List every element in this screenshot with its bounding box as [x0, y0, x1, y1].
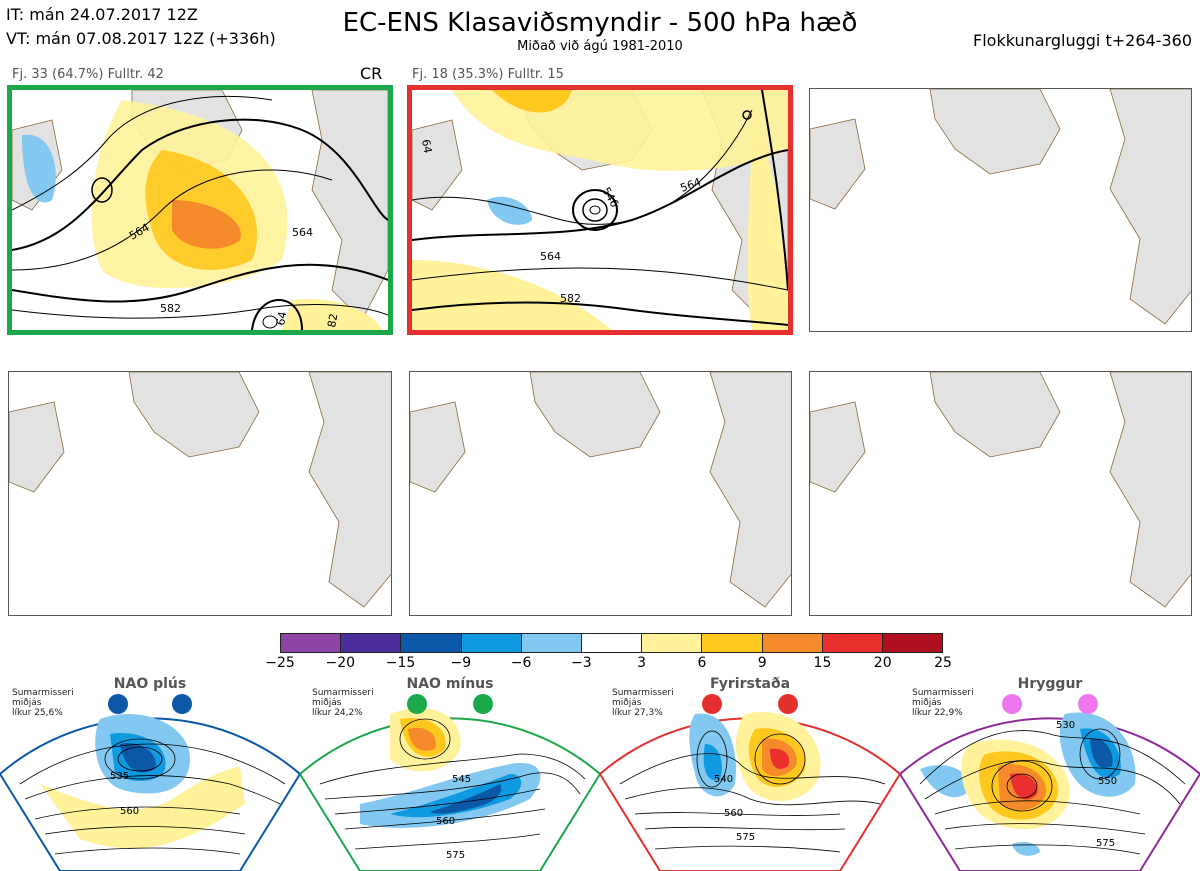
- season-label-2: miðjás: [912, 698, 942, 708]
- cluster-map-6: [809, 371, 1192, 616]
- valid-time-label: VT: mán 07.08.2017 12Z (+336h): [6, 29, 276, 48]
- contour-label: 545: [452, 774, 471, 785]
- contour-label: 82: [325, 312, 340, 328]
- regime-season: Sumarmisseri miðjás líkur 22,9%: [912, 688, 974, 718]
- contour-label: 582: [160, 302, 181, 315]
- contour-label: 560: [724, 808, 743, 819]
- season-label: Sumarmisseri: [12, 688, 74, 698]
- colorbar-swatch: [762, 634, 823, 652]
- colorbar-tick-label: −9: [450, 655, 472, 671]
- cluster-map-3: [809, 88, 1192, 332]
- season-label: Sumarmisseri: [912, 688, 974, 698]
- regime-nao-minus: 545 560 575 NAO mínus Sumarmisseri miðjá…: [300, 674, 600, 871]
- regime-title: Hryggur: [1017, 676, 1083, 692]
- page-subtitle: Miðað við ágú 1981-2010: [517, 39, 683, 54]
- contour-label: 564: [540, 250, 561, 263]
- season-label-2: miðjás: [12, 698, 42, 708]
- contour-label: 530: [1056, 720, 1075, 731]
- colorbar-tick-label: 6: [697, 655, 707, 671]
- colorbar-swatch: [341, 634, 402, 652]
- colorbar-tick-label: −6: [510, 655, 532, 671]
- contour-label: 575: [1096, 838, 1115, 849]
- regime-title: NAO mínus: [406, 676, 494, 692]
- colorbar-swatch: [702, 634, 763, 652]
- contour-label: 64: [274, 310, 289, 326]
- contour-label: 540: [714, 774, 733, 785]
- season-label: Sumarmisseri: [612, 688, 674, 698]
- colorbar-swatch: [581, 634, 643, 652]
- contour-label: 64: [419, 138, 434, 154]
- cluster-map-5: [409, 371, 792, 616]
- regime-season: Sumarmisseri miðjás líkur 24,2%: [312, 688, 374, 718]
- cluster-map-2: 564 564 546 582 64: [407, 85, 793, 335]
- contour-label: 575: [446, 850, 465, 861]
- contour-label: 546: [599, 185, 621, 210]
- contour-label: 564: [292, 226, 313, 239]
- cluster-map-4: [8, 371, 392, 616]
- colorbar-swatch: [642, 634, 703, 652]
- contour-label: 564: [679, 175, 703, 194]
- initial-time-label: IT: mán 24.07.2017 12Z: [6, 5, 198, 24]
- probability-label: líkur 22,9%: [912, 708, 963, 718]
- cluster-1-marker: CR: [360, 64, 383, 83]
- regime-ridge: 530 550 575 Hryggur Sumarmisseri miðjás …: [900, 674, 1200, 871]
- probability-label: líkur 24,2%: [312, 708, 363, 718]
- colorbar-tick-label: 20: [873, 655, 892, 671]
- cluster-window-label: Flokkunargluggi t+264-360: [973, 31, 1192, 50]
- season-label-2: miðjás: [612, 698, 642, 708]
- colorbar-tick-label: 25: [934, 655, 952, 671]
- regime-title: NAO plús: [113, 676, 187, 692]
- colorbar-tick-label: −3: [571, 655, 592, 671]
- contour-label: 535: [110, 771, 129, 782]
- colorbar-ticks: −25 −20 −15 −9 −6 −3 3 6 9 15 20 25: [250, 655, 970, 673]
- contour-label: 560: [120, 806, 139, 817]
- anomaly-colorbar: [280, 633, 943, 653]
- probability-label: líkur 27,3%: [612, 708, 663, 718]
- contour-label: 575: [736, 832, 755, 843]
- colorbar-tick-label: −25: [265, 655, 295, 671]
- colorbar-tick-label: 9: [757, 655, 767, 671]
- colorbar-swatch: [521, 634, 582, 652]
- contour-label: 550: [1098, 776, 1117, 787]
- regime-title: Fyrirstaða: [709, 676, 791, 692]
- colorbar-swatch: [401, 634, 462, 652]
- colorbar-swatch: [822, 634, 883, 652]
- colorbar-tick-label: −20: [325, 655, 356, 671]
- colorbar-tick-label: 3: [637, 655, 647, 671]
- cluster-1-label: Fj. 33 (64.7%) Fulltr. 42: [12, 67, 164, 82]
- probability-label: líkur 25,6%: [12, 708, 63, 718]
- season-label-2: miðjás: [312, 698, 342, 708]
- regime-season: Sumarmisseri miðjás líkur 27,3%: [612, 688, 674, 718]
- regime-blocking: 540 560 575 Fyrirstaða Sumarmisseri miðj…: [600, 674, 900, 871]
- cluster-map-1: 564 564 582 64 82: [7, 85, 393, 335]
- colorbar-tick-label: 15: [813, 655, 832, 671]
- contour-label: 582: [560, 292, 581, 305]
- page-title: EC-ENS Klasaviðsmyndir - 500 hPa hæð: [342, 8, 858, 38]
- colorbar-swatch: [461, 634, 522, 652]
- contour-label: 560: [436, 816, 455, 827]
- colorbar-swatch: [281, 634, 342, 652]
- cluster-2-label: Fj. 18 (35.3%) Fulltr. 15: [412, 67, 564, 82]
- colorbar-tick-label: −15: [385, 655, 416, 671]
- regime-season: Sumarmisseri miðjás líkur 25,6%: [12, 688, 74, 718]
- season-label: Sumarmisseri: [312, 688, 374, 698]
- colorbar-swatch: [882, 634, 943, 652]
- regime-nao-plus: 535 560 NAO plús Sumarmisseri miðjás lík…: [0, 674, 300, 871]
